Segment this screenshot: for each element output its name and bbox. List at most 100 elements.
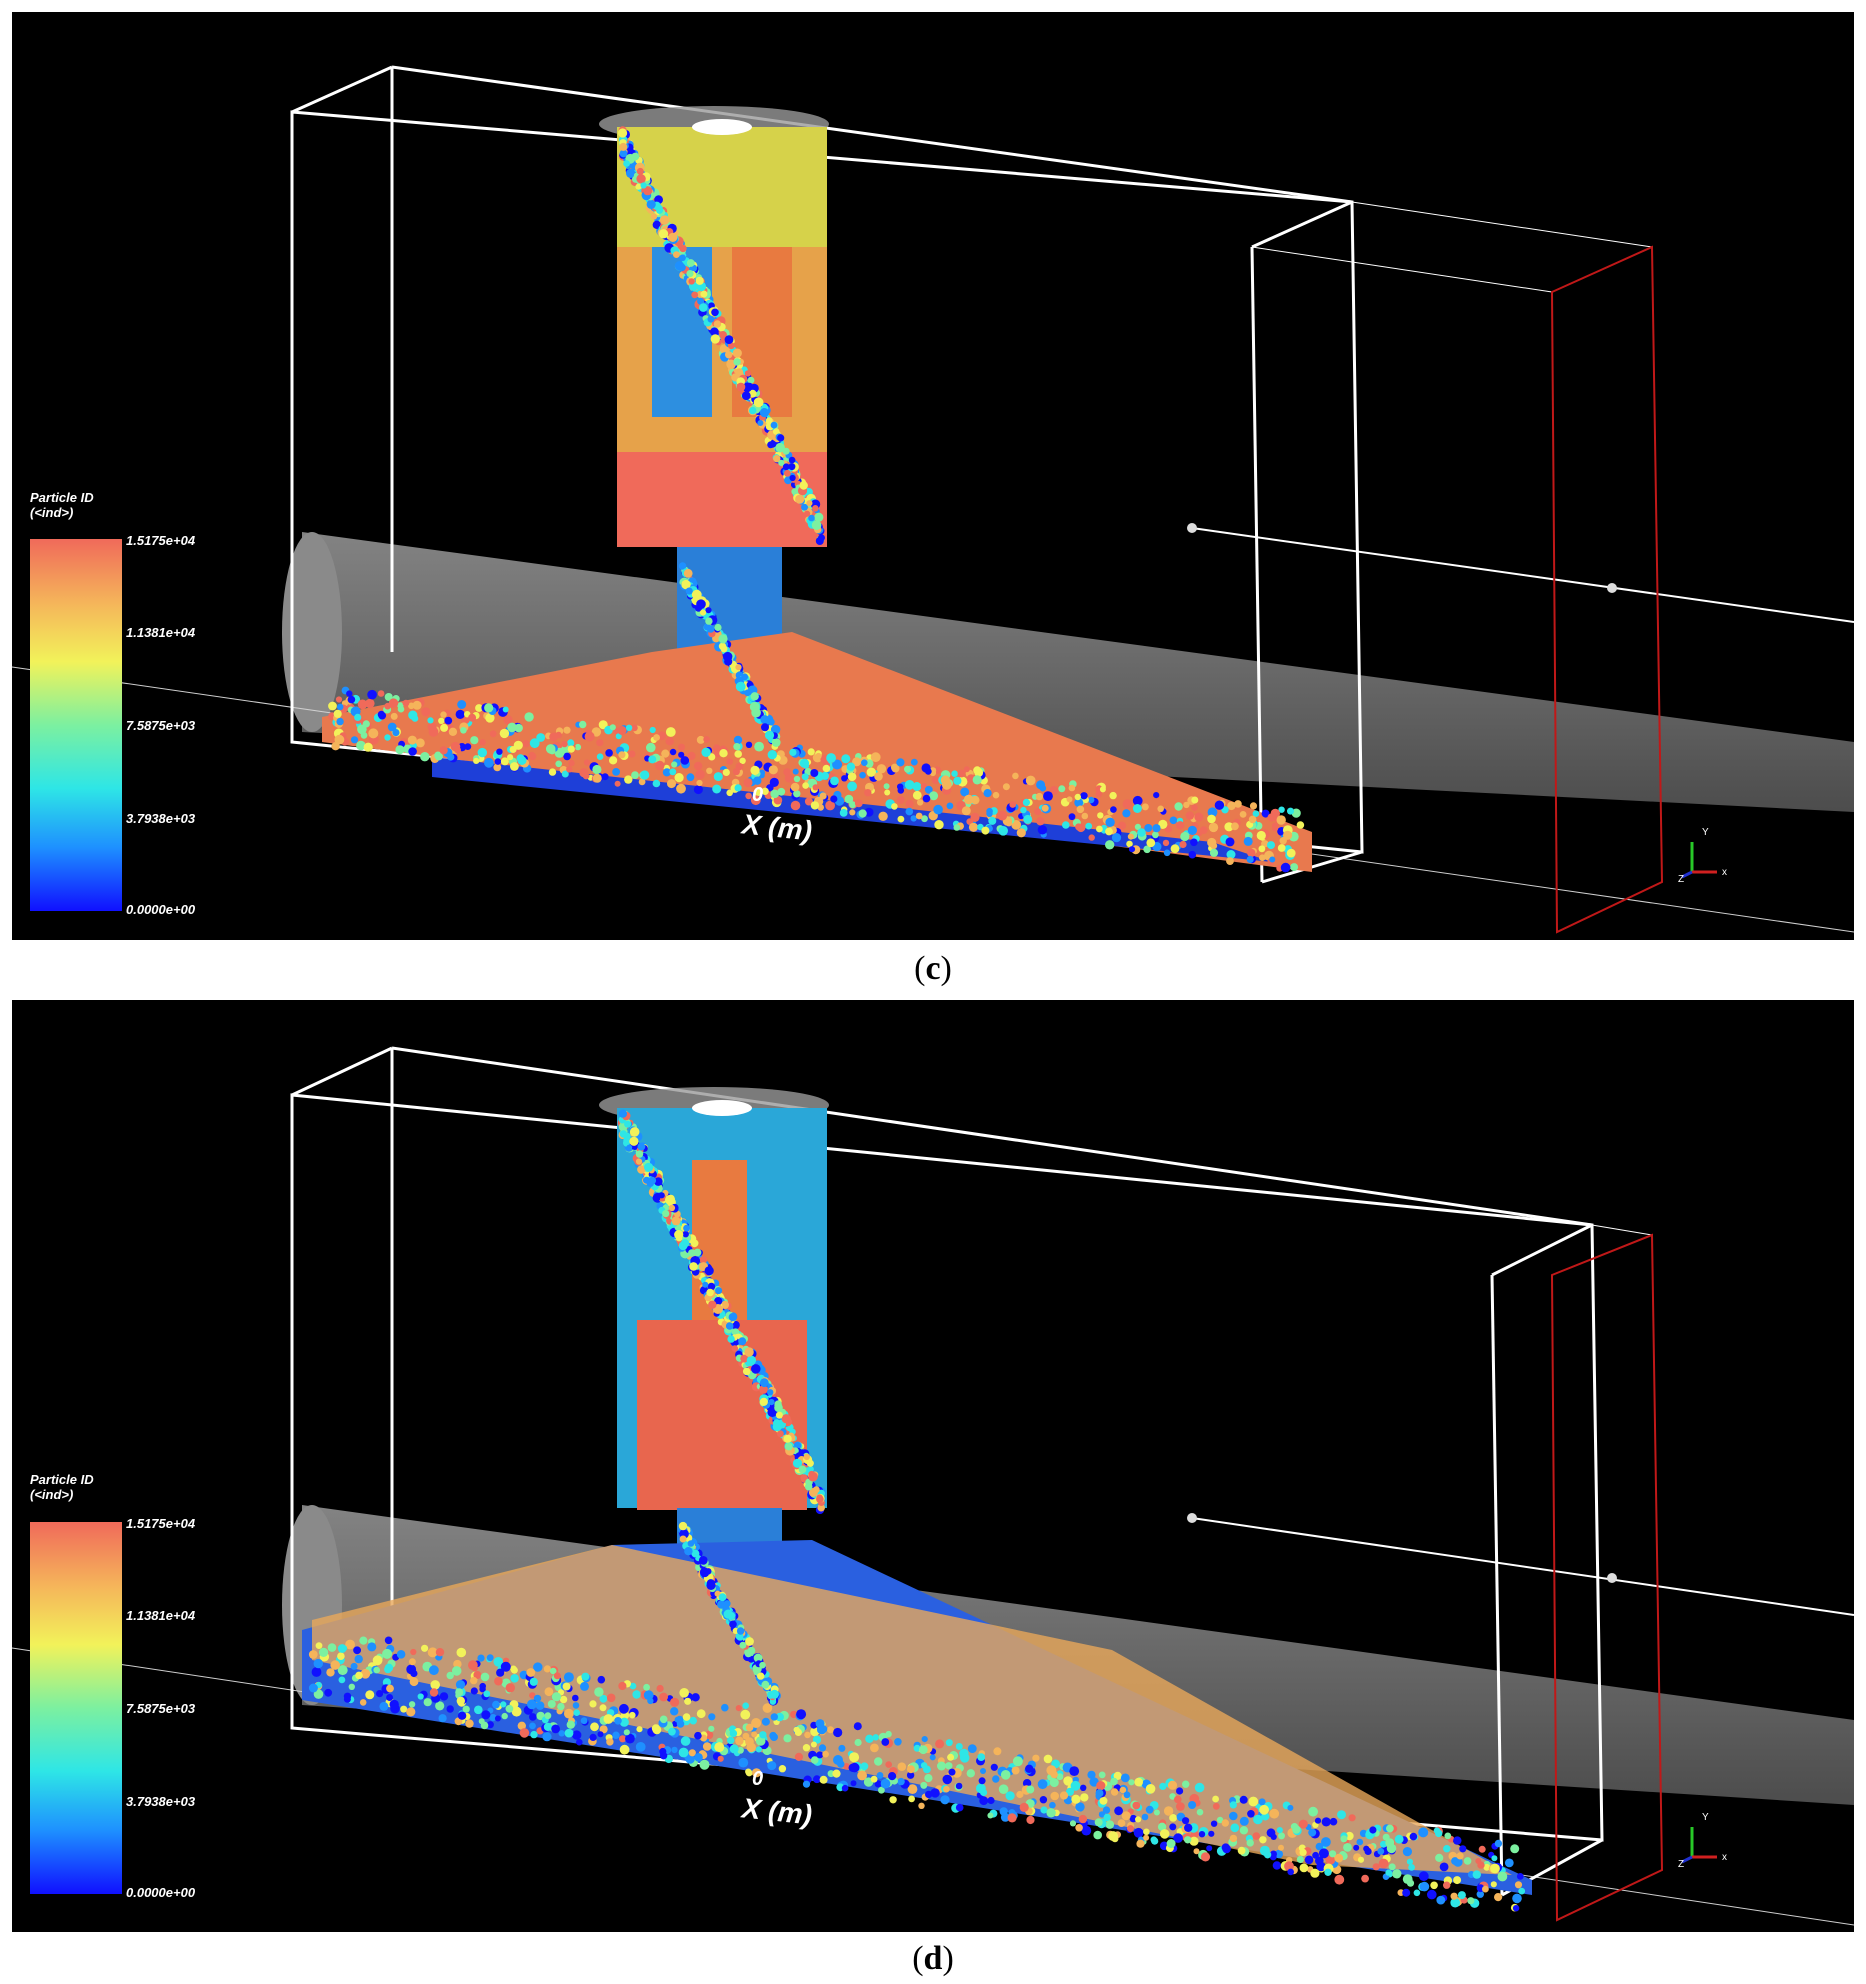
particle <box>804 797 813 806</box>
particle <box>1436 1895 1446 1905</box>
particle <box>563 752 571 761</box>
particle <box>1034 808 1042 816</box>
particle <box>544 1712 552 1720</box>
particle <box>1212 1802 1220 1810</box>
particle <box>1078 1814 1088 1824</box>
particle <box>337 1665 348 1676</box>
particle <box>864 789 872 797</box>
particle <box>804 510 811 517</box>
particle <box>1066 1787 1074 1796</box>
particle <box>662 768 672 777</box>
particle <box>810 801 820 810</box>
particle <box>889 1796 897 1804</box>
particle <box>708 753 716 761</box>
particle <box>1117 821 1127 830</box>
particle <box>915 812 923 820</box>
particle <box>475 704 483 712</box>
particle <box>1439 1862 1449 1872</box>
particle <box>384 1636 393 1645</box>
particle <box>1066 796 1073 803</box>
particle <box>629 1136 639 1146</box>
particle <box>741 391 751 401</box>
particle <box>367 689 377 700</box>
particle <box>1035 792 1044 801</box>
triad-z-label: Z <box>1678 1859 1685 1870</box>
particle <box>624 775 633 784</box>
particle <box>1459 1845 1467 1853</box>
particle <box>567 745 575 753</box>
particle <box>749 406 757 415</box>
particle <box>629 1127 640 1137</box>
particle <box>1308 1828 1317 1837</box>
particle <box>745 741 753 748</box>
particle <box>772 428 780 435</box>
particle <box>704 1730 714 1740</box>
domain-box <box>290 65 1364 884</box>
particle <box>833 1755 843 1765</box>
particle <box>308 1683 318 1693</box>
particle <box>1361 1874 1369 1883</box>
particle <box>367 1642 377 1652</box>
particle <box>1208 1830 1215 1837</box>
particle <box>1510 1844 1520 1854</box>
particle <box>335 696 343 703</box>
particle <box>617 726 627 735</box>
particle <box>707 1282 716 1291</box>
particle <box>678 1747 689 1758</box>
particle <box>1102 1806 1111 1814</box>
particle <box>897 815 905 823</box>
particle <box>678 1241 688 1251</box>
particle <box>477 747 487 758</box>
particle <box>493 1657 504 1667</box>
particle <box>526 1668 536 1677</box>
particle <box>1278 806 1285 813</box>
particle <box>688 278 695 285</box>
particle <box>580 1717 588 1725</box>
particle <box>643 186 653 196</box>
particle <box>579 720 587 729</box>
particle <box>702 1742 712 1751</box>
particle <box>980 1768 986 1774</box>
particle <box>551 1724 560 1734</box>
particle <box>947 1753 955 1761</box>
particle <box>408 747 417 756</box>
particle <box>1325 1855 1336 1865</box>
particle <box>943 1785 950 1793</box>
particle <box>1413 1889 1421 1897</box>
particle <box>802 1780 811 1788</box>
color-legend-bar <box>30 1522 122 1894</box>
particle <box>421 1644 429 1652</box>
particle <box>1143 1828 1150 1836</box>
particle <box>1427 1889 1437 1900</box>
particle <box>1085 822 1093 830</box>
particle <box>1234 800 1242 808</box>
particle <box>543 1722 553 1731</box>
particle <box>473 1671 482 1679</box>
particle <box>1162 839 1170 847</box>
particle <box>1157 805 1164 813</box>
particle <box>619 1717 629 1727</box>
particle <box>1036 780 1046 790</box>
particle <box>308 1650 318 1659</box>
particle <box>912 790 922 800</box>
particle <box>1166 1839 1176 1848</box>
particle <box>770 1733 778 1741</box>
particle <box>1040 1806 1048 1814</box>
particle <box>920 1781 928 1789</box>
particle <box>1377 1847 1385 1855</box>
particle <box>464 743 472 750</box>
particle <box>658 1192 665 1199</box>
particle <box>1129 1814 1138 1823</box>
particle <box>536 733 546 742</box>
particle <box>1386 1843 1397 1854</box>
particle <box>803 1453 810 1461</box>
particle <box>770 789 779 799</box>
particle <box>957 769 966 778</box>
particle <box>1094 1818 1103 1827</box>
particle <box>746 1742 756 1753</box>
particle <box>584 731 595 742</box>
particle <box>767 718 775 726</box>
particle <box>1299 1863 1309 1873</box>
particle <box>1103 1813 1111 1822</box>
particle <box>601 773 609 781</box>
